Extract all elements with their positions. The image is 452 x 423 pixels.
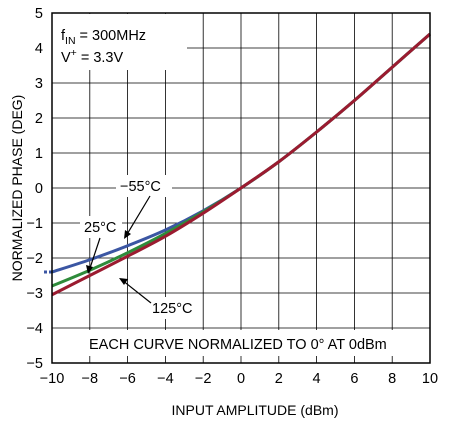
y-tick-label: 5	[35, 6, 43, 22]
x-tick-label: 8	[388, 371, 396, 387]
label-125c-bg	[148, 297, 202, 319]
note-box-bg	[80, 330, 430, 356]
normalization-note: EACH CURVE NORMALIZED TO 0° AT 0dBm	[89, 337, 387, 353]
x-tick-label: 10	[422, 371, 438, 387]
x-tick-labels: −10 −8 −6 −4 −2 0 2 4 6 8 10	[40, 371, 438, 387]
conditions-box-bg	[51, 14, 187, 70]
y-tick-label: 4	[35, 41, 43, 57]
fin-annotation: fIN = 300MHz	[61, 28, 146, 47]
x-tick-label: 6	[350, 371, 358, 387]
y-tick-label: 0	[35, 181, 43, 197]
arrow-25c	[86, 265, 93, 274]
y-tick-label: −2	[26, 251, 43, 267]
arrow-minus55c	[124, 230, 131, 239]
vplus-annotation: V+ = 3.3V	[61, 47, 123, 66]
x-tick-label: 2	[275, 371, 283, 387]
x-tick-label: −8	[82, 371, 99, 387]
series-line-125c	[51, 32, 431, 297]
y-tick-label: −1	[26, 216, 43, 232]
x-tick-label: −6	[119, 371, 136, 387]
x-tick-label: −2	[195, 371, 212, 387]
y-tick-label: −3	[26, 286, 43, 302]
leader-25c	[88, 237, 101, 272]
y-tick-label: 3	[35, 76, 43, 92]
label-25c-bg	[80, 216, 122, 238]
arrow-125c	[119, 278, 128, 285]
label-55c-bg	[116, 175, 172, 197]
x-tick-label: 4	[313, 371, 321, 387]
series-label-25c: 25°C	[84, 220, 116, 236]
series-label-125c: 125°C	[152, 301, 192, 317]
series-label-minus55c: −55°C	[120, 179, 161, 195]
y-tick-label: −4	[26, 321, 43, 337]
x-tick-label: −4	[157, 371, 174, 387]
y-tick-label: 2	[35, 111, 43, 127]
series-group	[44, 32, 431, 297]
y-axis-title: NORMALIZED PHASE (DEG)	[9, 95, 25, 282]
leader-125c	[121, 279, 152, 304]
y-tick-label: −5	[26, 356, 43, 372]
plot-frame	[51, 12, 431, 364]
y-tick-label: 1	[35, 146, 43, 162]
x-tick-label: −10	[40, 371, 65, 387]
x-tick-label: 0	[237, 371, 245, 387]
y-tick-labels: −5 −4 −3 −2 −1 0 1 2 3 4 5	[26, 6, 43, 372]
x-axis-title: INPUT AMPLITUDE (dBm)	[172, 402, 339, 418]
leader-minus55c	[125, 195, 151, 237]
